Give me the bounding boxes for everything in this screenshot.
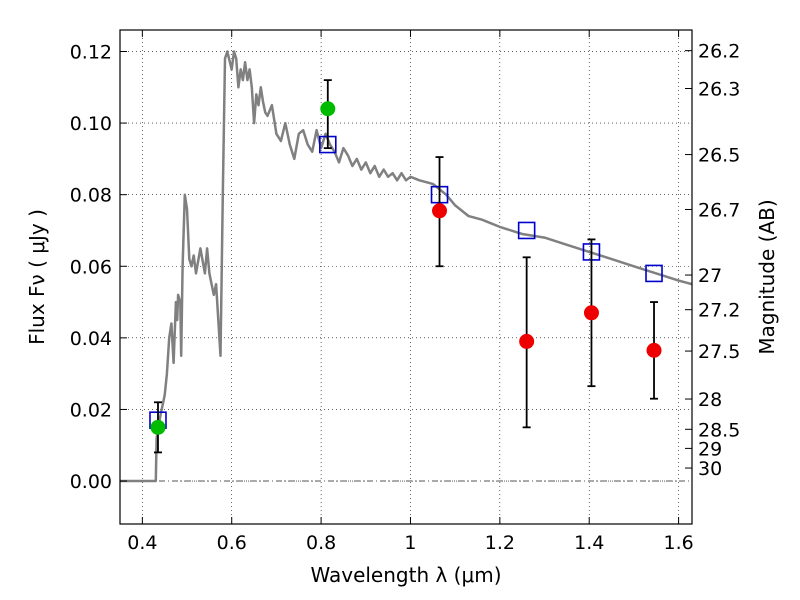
x-axis-title: Wavelength λ (μm)	[310, 563, 501, 587]
observed-flux-point	[583, 305, 599, 321]
observed-flux-point	[646, 342, 662, 358]
right-tick-label: 26.5	[698, 145, 740, 167]
right-tick-label: 26.3	[698, 79, 740, 101]
right-tick-label: 27.5	[698, 341, 740, 363]
y-tick-label: 0.00	[70, 471, 112, 493]
axis-ticks: 0.4 0.6 0.8 1 1.2 1.4 1.6 0.00 0.02 0.04 0.06 0.08 0…	[70, 30, 740, 554]
plot-frame	[119, 29, 693, 525]
x-tick-label: 1.4	[574, 532, 604, 554]
y-tick-label: 0.02	[70, 399, 112, 421]
observed-flux-point	[519, 333, 535, 349]
x-tick-label: 1.6	[663, 532, 693, 554]
x-tick-label: 0.6	[217, 532, 247, 554]
y-tick-label: 0.08	[70, 185, 112, 207]
y-axis-title: Flux Fν ( μJy )	[25, 209, 49, 345]
x-tick-label: 0.4	[127, 532, 157, 554]
x-tick-label: 1	[404, 532, 416, 554]
model-spectrum-line	[120, 50, 692, 483]
series-layer	[120, 50, 692, 483]
right-tick-label: 28	[698, 389, 722, 411]
x-tick-label: 0.8	[306, 532, 336, 554]
y-tick-label: 0.04	[70, 328, 112, 350]
y-tick-label: 0.12	[70, 41, 112, 63]
right-tick-label: 26.2	[698, 41, 740, 63]
observed-flux-point	[150, 419, 166, 435]
y-tick-label: 0.06	[70, 256, 112, 278]
right-tick-label: 29	[698, 438, 722, 460]
x-tick-label: 1.2	[485, 532, 515, 554]
y-tick-label: 0.10	[70, 113, 112, 135]
right-tick-label: 27.2	[698, 300, 740, 322]
right-axis-title: Magnitude (AB)	[755, 199, 779, 354]
plot-area	[120, 30, 692, 524]
right-tick-label: 26.7	[698, 199, 740, 221]
observed-flux-point	[432, 203, 448, 219]
model-flux-square	[517, 221, 536, 240]
right-tick-label: 28.5	[698, 419, 740, 441]
grid-lines	[120, 30, 692, 524]
observed-flux-point	[320, 101, 336, 117]
model-flux-square	[645, 264, 663, 283]
right-tick-label: 27	[698, 265, 722, 287]
right-tick-label: 30	[698, 458, 722, 480]
